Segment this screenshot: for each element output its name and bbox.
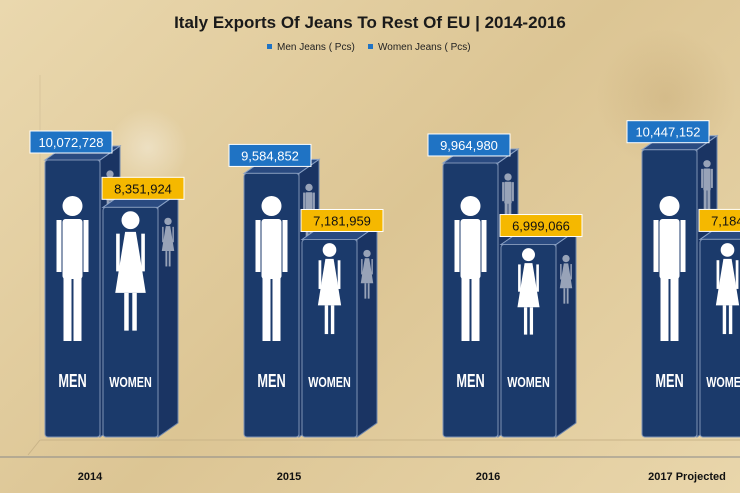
svg-text:6,999,066: 6,999,066 — [512, 219, 570, 234]
x-tick-label: 2016 — [476, 471, 500, 483]
data-label-women-2015: 7,181,959 — [300, 208, 384, 232]
bar-women-2016: WOMEN — [499, 229, 578, 438]
svg-text:10,447,152: 10,447,152 — [635, 125, 700, 140]
svg-text:8,351,924: 8,351,924 — [114, 181, 172, 196]
bar-women-2014: WOMEN — [101, 192, 180, 438]
sign-label: WOMEN — [507, 373, 550, 390]
sign-label: MEN — [257, 371, 285, 392]
legend-swatch-men — [267, 44, 272, 49]
floor-line — [27, 439, 740, 456]
data-labels: 10,072,728 8,351,924 9,584,852 7,181,959 9,9… — [29, 120, 740, 238]
bar-women-2015: WOMEN — [300, 224, 379, 438]
sign-label: WOMEN — [109, 373, 152, 390]
svg-text:7,181,959: 7,181,959 — [313, 213, 371, 228]
chart-title: Italy Exports Of Jeans To Rest Of EU | 2… — [174, 13, 566, 32]
data-label-women-2016: 6,999,066 — [499, 214, 583, 238]
data-label-women-2017-projected: 7,184,855 — [698, 208, 740, 232]
data-label-men-2014: 10,072,728 — [29, 130, 113, 154]
legend-label-men: Men Jeans ( Pcs) — [277, 42, 355, 53]
sign-label: WOMEN — [706, 373, 740, 390]
legend: Men Jeans ( Pcs) Women Jeans ( Pcs) — [267, 42, 471, 53]
data-label-women-2014: 8,351,924 — [101, 176, 185, 200]
svg-text:9,584,852: 9,584,852 — [241, 148, 299, 163]
data-label-men-2016: 9,964,980 — [427, 133, 511, 157]
svg-text:10,072,728: 10,072,728 — [38, 135, 103, 150]
x-tick-label: 2014 — [78, 471, 103, 483]
data-label-men-2017-projected: 10,447,152 — [626, 120, 710, 144]
sign-label: MEN — [456, 371, 484, 392]
sign-label: WOMEN — [308, 373, 351, 390]
x-tick-label: 2017 Projected — [648, 471, 726, 483]
sign-label: MEN — [655, 371, 683, 392]
svg-text:7,184,855: 7,184,855 — [711, 213, 740, 228]
sign-label: MEN — [58, 371, 86, 392]
bar-women-2017-projected: WOMEN — [698, 224, 740, 438]
legend-label-women: Women Jeans ( Pcs) — [378, 42, 471, 53]
svg-text:9,964,980: 9,964,980 — [440, 138, 498, 153]
data-label-men-2015: 9,584,852 — [228, 143, 312, 167]
legend-swatch-women — [368, 44, 373, 49]
x-tick-label: 2015 — [277, 471, 301, 483]
x-axis: 2014 2015 2016 2017 Projected — [0, 456, 740, 483]
